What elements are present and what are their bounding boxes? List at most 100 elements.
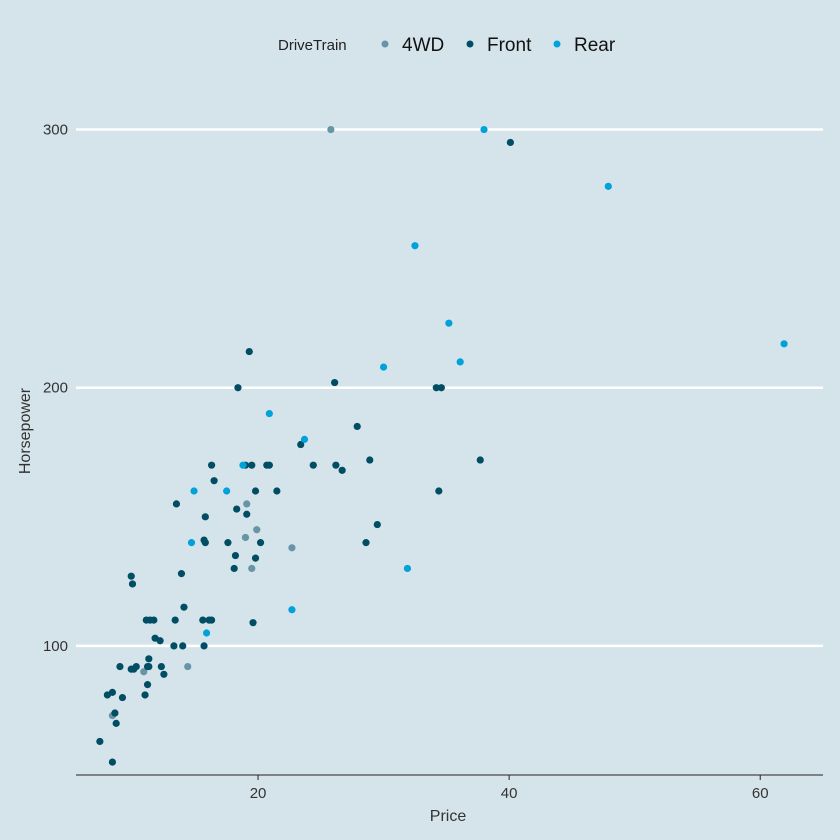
point-front [157, 662, 165, 671]
point-front [332, 461, 340, 469]
point-front [230, 564, 238, 573]
point-front [251, 554, 260, 562]
point-front [112, 719, 120, 727]
point-front [309, 461, 317, 469]
point-front [103, 691, 111, 699]
point-front [248, 461, 256, 469]
point-front [145, 655, 153, 663]
y-tick-labels: 100 200 300 [43, 122, 68, 655]
point-front [366, 456, 374, 464]
legend-label-4wd: 4WD [402, 35, 444, 56]
point-rear [223, 487, 231, 495]
point-front [265, 461, 273, 469]
point-rear [456, 358, 464, 366]
x-axis-title: Price [430, 808, 467, 825]
x-tick-labels: 20 40 60 [250, 775, 769, 802]
point-rear [445, 319, 453, 327]
point-front [108, 758, 117, 766]
point-4wd [243, 500, 251, 508]
point-front [96, 737, 104, 746]
point-front [437, 384, 445, 392]
point-front [111, 709, 119, 717]
point-4wd [241, 533, 250, 542]
point-front [231, 551, 240, 560]
legend-swatch-rear [553, 40, 561, 48]
y-axis-title: Horsepower [17, 387, 34, 474]
legend-swatch-front [466, 40, 474, 48]
point-front [201, 539, 209, 547]
point-front [160, 670, 168, 678]
point-front [435, 487, 443, 495]
point-front [243, 510, 251, 518]
point-front [432, 384, 440, 392]
legend-title: DriveTrain [278, 37, 347, 54]
point-rear [411, 242, 419, 250]
x-tick-label: 60 [752, 785, 769, 802]
point-front [127, 572, 135, 580]
point-front [233, 505, 241, 513]
point-rear [403, 564, 412, 573]
legend: DriveTrain 4WD Front Rear [278, 35, 616, 56]
point-front [199, 616, 207, 624]
point-front [143, 662, 152, 671]
point-front [179, 642, 187, 650]
y-tick-label: 300 [43, 122, 68, 139]
point-rear [202, 629, 211, 637]
point-front [224, 539, 232, 547]
point-front [207, 461, 216, 469]
point-front [180, 603, 188, 611]
point-front [373, 520, 381, 529]
point-front [150, 616, 158, 624]
point-front [128, 580, 137, 588]
point-rear [265, 409, 273, 418]
point-4wd [288, 544, 296, 552]
point-front [132, 662, 140, 671]
point-front [476, 456, 484, 464]
point-front [210, 477, 218, 485]
legend-label-front: Front [487, 35, 532, 56]
point-4wd [327, 125, 335, 134]
point-4wd [248, 564, 256, 573]
point-front [171, 616, 179, 624]
point-front [506, 138, 514, 147]
point-front [172, 500, 181, 508]
point-front [170, 642, 178, 650]
legend-label-rear: Rear [574, 35, 616, 56]
point-front [177, 570, 186, 578]
point-rear [190, 487, 198, 495]
data-points [96, 125, 788, 766]
point-front [207, 616, 216, 624]
point-front [201, 513, 209, 521]
point-rear [379, 363, 388, 371]
point-4wd [253, 526, 261, 534]
x-tick-label: 40 [501, 785, 518, 802]
x-tick-label: 20 [250, 785, 267, 802]
point-rear [780, 340, 788, 348]
y-tick-label: 200 [43, 380, 68, 397]
point-front [116, 662, 124, 671]
point-front [143, 681, 152, 689]
point-front [338, 466, 346, 474]
point-front [297, 440, 305, 449]
point-front [245, 347, 253, 356]
point-front [156, 637, 164, 645]
point-front [251, 487, 260, 495]
point-4wd [184, 662, 192, 671]
point-front [273, 487, 281, 495]
point-front [234, 384, 242, 392]
point-front [256, 539, 265, 547]
y-tick-label: 100 [43, 638, 68, 655]
point-4wd [140, 668, 148, 676]
point-front [362, 539, 370, 547]
point-front [141, 691, 149, 699]
point-front [353, 422, 361, 431]
point-front [331, 378, 339, 387]
point-rear [187, 539, 196, 547]
point-front [200, 642, 208, 650]
legend-swatch-4wd [381, 40, 389, 48]
point-rear [604, 182, 612, 190]
point-rear [288, 606, 296, 614]
point-front [249, 619, 257, 627]
